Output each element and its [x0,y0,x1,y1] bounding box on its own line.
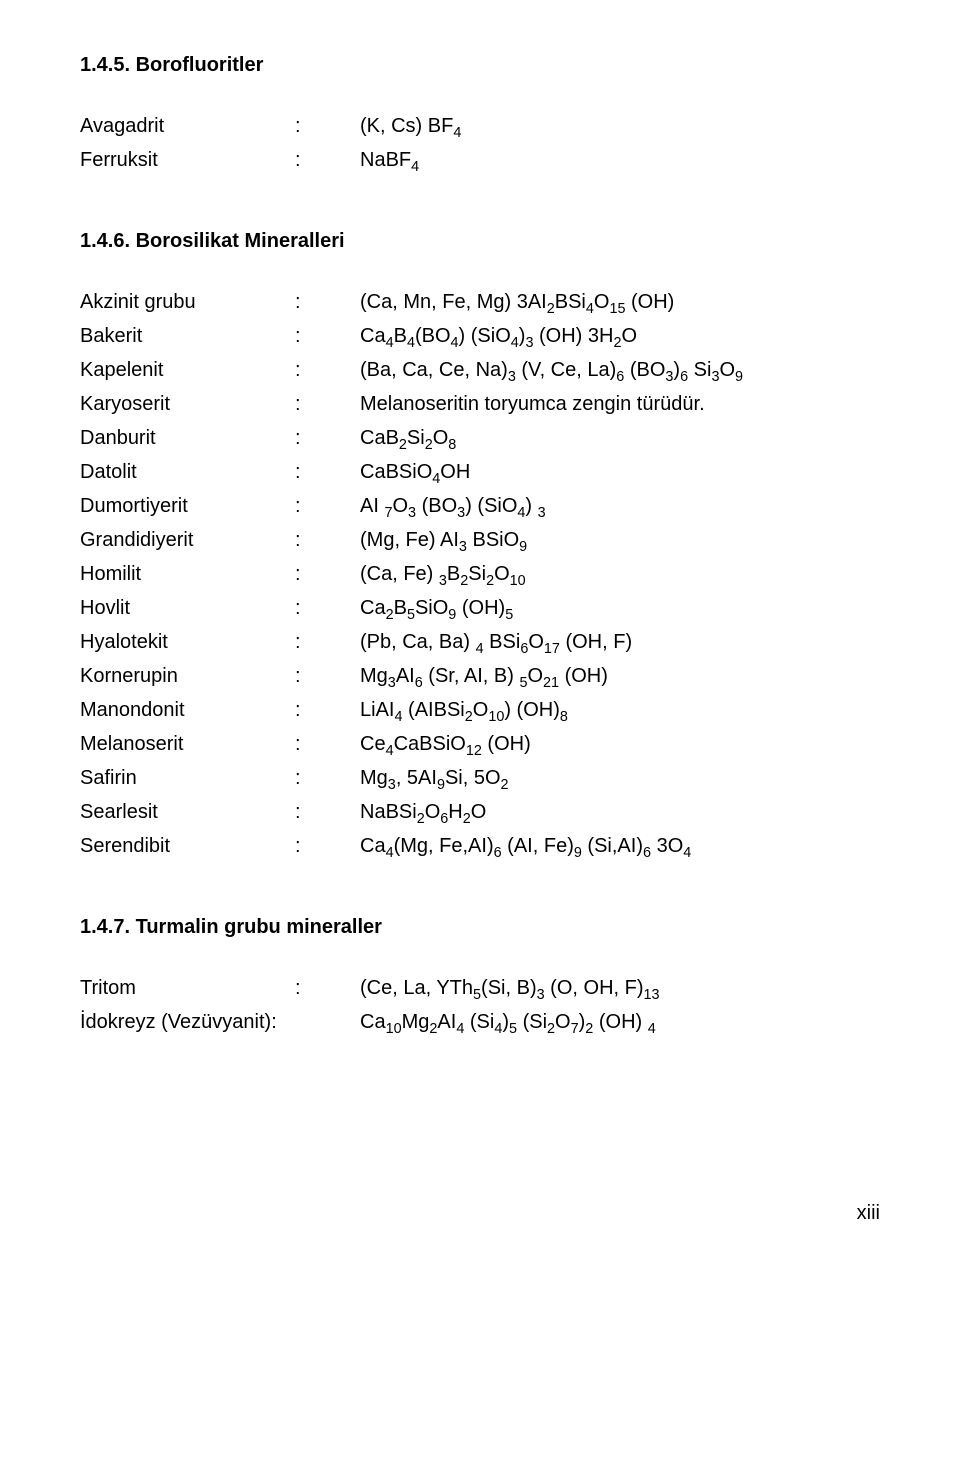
colon: : [295,491,360,522]
mineral-entry: İdokreyz (Vezüvyanit):Ca10Mg2AI4 (Si4)5 … [80,1007,880,1038]
mineral-name: Datolit [80,457,295,488]
mineral-formula: Ca2B5SiO9 (OH)5 [360,593,880,624]
mineral-entry: Grandidiyerit:(Mg, Fe) AI3 BSiO9 [80,525,880,556]
mineral-formula: (Ca, Fe) 3B2Si2O10 [360,559,880,590]
mineral-entry: Karyoserit:Melanoseritin toryumca zengin… [80,389,880,420]
mineral-name: Hyalotekit [80,627,295,658]
mineral-entry: Dumortiyerit:AI 7O3 (BO3) (SiO4) 3 [80,491,880,522]
mineral-formula: NaBF4 [360,145,880,176]
mineral-formula: Ca4B4(BO4) (SiO4)3 (OH) 3H2O [360,321,880,352]
colon: : [295,973,360,1004]
colon: : [295,287,360,318]
colon: : [295,797,360,828]
section-heading: 1.4.7. Turmalin grubu mineraller [80,912,880,943]
mineral-entry: Bakerit:Ca4B4(BO4) (SiO4)3 (OH) 3H2O [80,321,880,352]
mineral-formula: CaBSiO4OH [360,457,880,488]
mineral-name: Serendibit [80,831,295,862]
colon: : [295,559,360,590]
colon: : [295,627,360,658]
mineral-formula: Ca10Mg2AI4 (Si4)5 (Si2O7)2 (OH) 4 [360,1007,880,1038]
colon: : [295,525,360,556]
mineral-entry: Safirin:Mg3, 5AI9Si, 5O2 [80,763,880,794]
mineral-entry: Akzinit grubu:(Ca, Mn, Fe, Mg) 3AI2BSi4O… [80,287,880,318]
mineral-name: Akzinit grubu [80,287,295,318]
mineral-name: Melanoserit [80,729,295,760]
mineral-name: Kornerupin [80,661,295,692]
mineral-entry: Kornerupin:Mg3AI6 (Sr, AI, B) 5O21 (OH) [80,661,880,692]
mineral-entry: Hyalotekit:(Pb, Ca, Ba) 4 BSi6O17 (OH, F… [80,627,880,658]
colon: : [295,145,360,176]
mineral-entry: Homilit:(Ca, Fe) 3B2Si2O10 [80,559,880,590]
mineral-name: Manondonit [80,695,295,726]
mineral-formula: (Ba, Ca, Ce, Na)3 (V, Ce, La)6 (BO3)6 Si… [360,355,880,386]
colon: : [295,355,360,386]
mineral-entry: Searlesit:NaBSi2O6H2O [80,797,880,828]
mineral-formula: Ca4(Mg, Fe,AI)6 (AI, Fe)9 (Si,AI)6 3O4 [360,831,880,862]
mineral-name: Hovlit [80,593,295,624]
mineral-formula: (K, Cs) BF4 [360,111,880,142]
mineral-entry: Ferruksit:NaBF4 [80,145,880,176]
section: 1.4.6. Borosilikat Mineralleri Akzinit gr… [80,226,880,862]
colon: : [295,321,360,352]
mineral-name: Avagadrit [80,111,295,142]
colon: : [295,695,360,726]
mineral-name: Grandidiyerit [80,525,295,556]
mineral-name: Karyoserit [80,389,295,420]
mineral-formula: (Mg, Fe) AI3 BSiO9 [360,525,880,556]
colon: : [295,593,360,624]
mineral-entry: Manondonit:LiAI4 (AIBSi2O10) (OH)8 [80,695,880,726]
mineral-formula: Mg3AI6 (Sr, AI, B) 5O21 (OH) [360,661,880,692]
colon: : [295,763,360,794]
mineral-entry: Melanoserit:Ce4CaBSiO12 (OH) [80,729,880,760]
mineral-formula: LiAI4 (AIBSi2O10) (OH)8 [360,695,880,726]
colon: : [295,729,360,760]
mineral-formula: CaB2Si2O8 [360,423,880,454]
mineral-formula: (Ca, Mn, Fe, Mg) 3AI2BSi4O15 (OH) [360,287,880,318]
mineral-formula: AI 7O3 (BO3) (SiO4) 3 [360,491,880,522]
mineral-name: Homilit [80,559,295,590]
mineral-name: Dumortiyerit [80,491,295,522]
colon: : [295,831,360,862]
colon: : [295,457,360,488]
mineral-formula: Mg3, 5AI9Si, 5O2 [360,763,880,794]
mineral-formula: NaBSi2O6H2O [360,797,880,828]
colon: : [295,661,360,692]
mineral-formula: Ce4CaBSiO12 (OH) [360,729,880,760]
mineral-entry: Danburit:CaB2Si2O8 [80,423,880,454]
mineral-formula: Melanoseritin toryumca zengin türüdür. [360,389,880,420]
mineral-entry: Tritom:(Ce, La, YTh5(Si, B)3 (O, OH, F)1… [80,973,880,1004]
mineral-formula: (Ce, La, YTh5(Si, B)3 (O, OH, F)13 [360,973,880,1004]
section: 1.4.5. Borofluoritler Avagadrit:(K, Cs) B… [80,50,880,176]
mineral-name: Ferruksit [80,145,295,176]
colon: : [295,111,360,142]
section: 1.4.7. Turmalin grubu mineraller Tritom:(… [80,912,880,1038]
section-heading: 1.4.5. Borofluoritler [80,50,880,81]
mineral-formula: (Pb, Ca, Ba) 4 BSi6O17 (OH, F) [360,627,880,658]
mineral-name: Searlesit [80,797,295,828]
mineral-name: İdokreyz (Vezüvyanit): [80,1007,360,1038]
mineral-entry: Serendibit:Ca4(Mg, Fe,AI)6 (AI, Fe)9 (Si… [80,831,880,862]
colon: : [295,423,360,454]
colon: : [295,389,360,420]
mineral-name: Tritom [80,973,295,1004]
section-heading: 1.4.6. Borosilikat Mineralleri [80,226,880,257]
mineral-entry: Kapelenit:(Ba, Ca, Ce, Na)3 (V, Ce, La)6… [80,355,880,386]
page-number: xiii [80,1198,880,1229]
mineral-name: Kapelenit [80,355,295,386]
mineral-name: Danburit [80,423,295,454]
mineral-entry: Datolit:CaBSiO4OH [80,457,880,488]
mineral-entry: Avagadrit:(K, Cs) BF4 [80,111,880,142]
mineral-name: Bakerit [80,321,295,352]
mineral-entry: Hovlit:Ca2B5SiO9 (OH)5 [80,593,880,624]
mineral-name: Safirin [80,763,295,794]
